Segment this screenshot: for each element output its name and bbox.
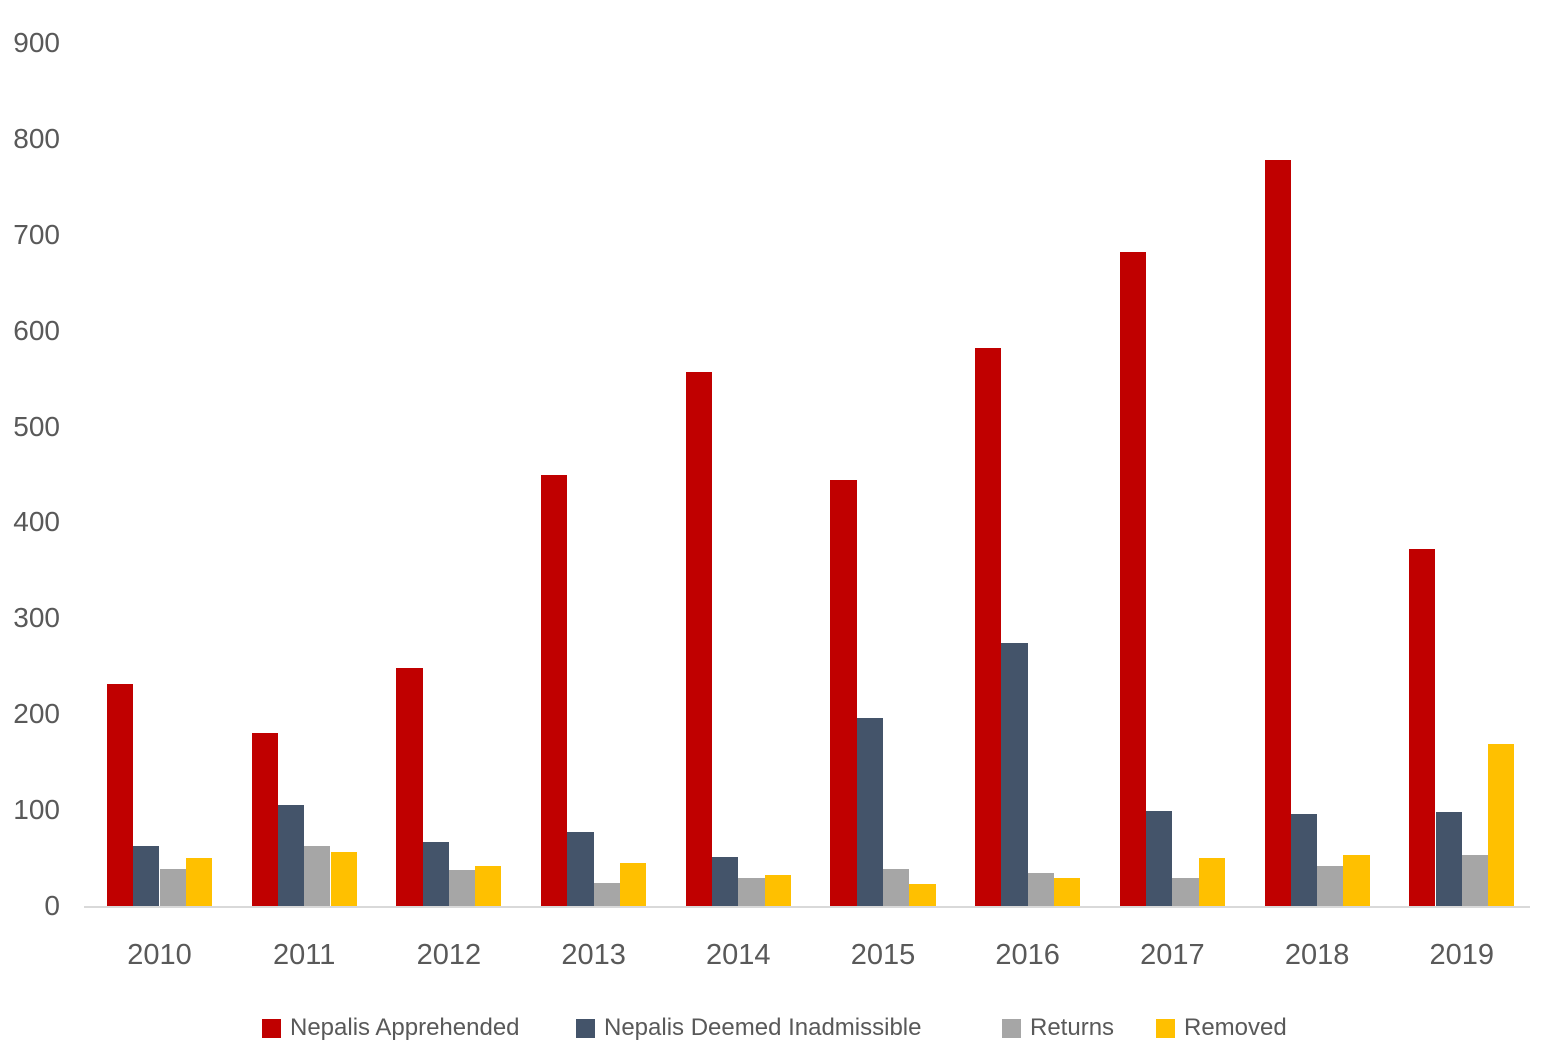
y-tick-label-0: 0 <box>44 890 60 921</box>
legend: Nepalis Apprehended Nepalis Deemed Inadmi… <box>0 1010 1542 1050</box>
bar-nepalis-deemed-inadmissible-2015 <box>856 718 883 906</box>
bar-nepalis-apprehended-2012 <box>396 668 423 906</box>
bar-nepalis-apprehended-2011 <box>251 733 278 906</box>
bar-nepalis-deemed-inadmissible-2011 <box>277 805 305 906</box>
bar-returns-2016 <box>1027 873 1054 906</box>
bar-nepalis-apprehended-2016 <box>975 347 1002 906</box>
x-tick-label-2011: 2011 <box>273 939 336 971</box>
bar-nepalis-apprehended-2014 <box>685 371 712 906</box>
legend-label: Returns <box>1030 1014 1115 1041</box>
legend-label: Removed <box>1184 1014 1287 1041</box>
bar-removed-2013 <box>619 862 647 906</box>
y-tick-label-100: 100 <box>13 794 60 826</box>
x-tick-label-2013: 2013 <box>561 939 626 971</box>
legend-label: Nepalis Deemed Inadmissible <box>604 1014 922 1041</box>
y-tick-label-300: 300 <box>13 602 60 634</box>
x-axis-line <box>84 906 1530 908</box>
x-tick-label-2018: 2018 <box>1284 939 1350 971</box>
bar-nepalis-deemed-inadmissible-2019 <box>1435 812 1462 906</box>
bar-returns-2017 <box>1172 878 1199 906</box>
bar-returns-2015 <box>883 868 910 906</box>
bar-removed-2017 <box>1198 858 1225 906</box>
y-tick-label-800: 800 <box>13 122 60 154</box>
legend-swatch-icon <box>1002 1018 1021 1038</box>
legend-label: Nepalis Apprehended <box>290 1014 520 1041</box>
bar-returns-2018 <box>1317 865 1344 906</box>
bar-returns-2010 <box>159 868 186 906</box>
bar-removed-2010 <box>185 858 213 906</box>
legend-swatch-icon <box>576 1018 595 1038</box>
y-tick-label-900: 900 <box>13 26 60 58</box>
x-tick-label-2012: 2012 <box>416 939 482 971</box>
bar-returns-2013 <box>593 882 620 906</box>
bar-returns-2011 <box>304 845 331 906</box>
bar-returns-2019 <box>1461 855 1489 906</box>
y-tick-label-500: 500 <box>13 410 60 442</box>
bar-nepalis-apprehended-2017 <box>1119 251 1147 906</box>
legend-item-nepalis-deemed-inadmissible: Nepalis Deemed Inadmissible <box>576 1010 921 1046</box>
legend-item-nepalis-apprehended: Nepalis Apprehended <box>262 1010 520 1046</box>
bar-nepalis-apprehended-2013 <box>541 475 568 906</box>
legend-item-removed: Removed <box>1156 1010 1287 1046</box>
bar-removed-2011 <box>330 852 357 906</box>
x-tick-label-2017: 2017 <box>1140 939 1205 971</box>
bar-removed-2014 <box>764 875 791 906</box>
bar-returns-2012 <box>448 869 476 906</box>
bar-nepalis-apprehended-2018 <box>1264 159 1291 906</box>
y-tick-label-600: 600 <box>13 314 60 346</box>
bar-nepalis-apprehended-2010 <box>106 684 134 906</box>
bar-removed-2015 <box>909 883 936 906</box>
x-tick-label-2010: 2010 <box>127 939 192 971</box>
x-tick-label-2016: 2016 <box>995 939 1060 971</box>
bar-nepalis-deemed-inadmissible-2018 <box>1290 813 1318 906</box>
bar-removed-2012 <box>475 865 502 906</box>
bar-nepalis-deemed-inadmissible-2014 <box>712 857 739 906</box>
x-tick-label-2014: 2014 <box>706 939 771 971</box>
x-tick-label-2019: 2019 <box>1429 939 1495 971</box>
bar-nepalis-deemed-inadmissible-2010 <box>133 845 160 906</box>
bar-returns-2014 <box>738 878 765 906</box>
y-tick-label-700: 700 <box>13 218 60 250</box>
bar-nepalis-deemed-inadmissible-2012 <box>422 841 449 906</box>
bar-nepalis-apprehended-2019 <box>1409 549 1436 906</box>
legend-item-returns: Returns <box>1002 1010 1114 1046</box>
bar-nepalis-deemed-inadmissible-2017 <box>1146 811 1173 906</box>
bar-nepalis-deemed-inadmissible-2013 <box>567 832 594 906</box>
bar-removed-2019 <box>1488 743 1515 906</box>
bar-removed-2018 <box>1343 855 1370 906</box>
x-tick-label-2015: 2015 <box>850 939 916 971</box>
bar-nepalis-apprehended-2015 <box>830 480 857 906</box>
y-tick-label-400: 400 <box>13 506 60 538</box>
y-tick-label-200: 200 <box>13 698 60 730</box>
legend-swatch-icon <box>1156 1018 1175 1038</box>
bar-nepalis-deemed-inadmissible-2016 <box>1001 643 1028 906</box>
legend-swatch-icon <box>262 1018 281 1038</box>
bar-removed-2016 <box>1054 878 1081 906</box>
